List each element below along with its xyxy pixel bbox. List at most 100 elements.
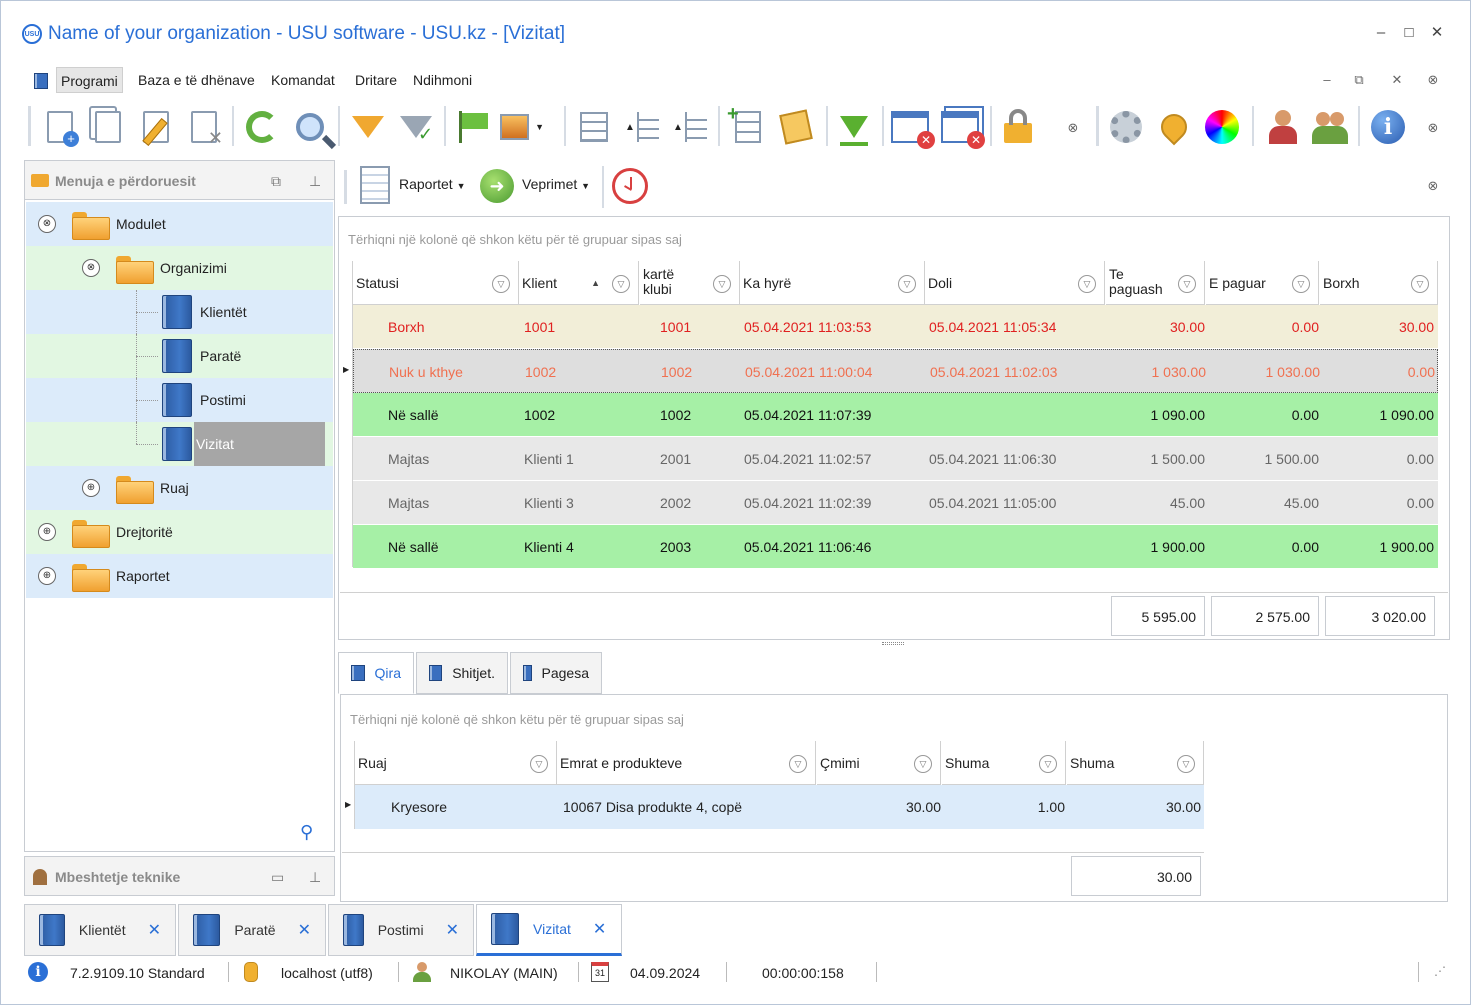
reports-icon[interactable] — [360, 166, 390, 204]
edit-document-icon[interactable] — [134, 104, 178, 150]
header-col-out[interactable]: Doli ▽ — [925, 261, 1105, 305]
actions-overflow-button[interactable]: ⊗ — [1427, 178, 1439, 193]
tree-node[interactable]: Paratë — [26, 334, 333, 378]
settings-icon[interactable] — [1104, 104, 1148, 150]
doc-tab-4[interactable]: Vizitat ✕ — [476, 904, 622, 956]
resize-grip[interactable]: ⋰ — [1434, 964, 1446, 978]
column-filter-icon[interactable]: ▽ — [914, 755, 932, 773]
column-filter-icon[interactable]: ▽ — [898, 275, 916, 293]
table-row[interactable]: Borxh 1001 1001 05.04.2021 11:03:53 05.04.20… — [353, 305, 1438, 349]
close-all-icon[interactable]: ✕ — [938, 104, 985, 150]
table-row[interactable]: Në sallë 1002 1002 05.04.2021 11:07:39 1 090… — [353, 393, 1438, 437]
column-filter-icon[interactable]: ▽ — [1039, 755, 1057, 773]
column-filter-icon[interactable]: ▽ — [1178, 275, 1196, 293]
tree-node[interactable]: Klientët — [26, 290, 333, 334]
close-tab-icon[interactable]: ✕ — [592, 921, 607, 938]
user-key-icon[interactable] — [1260, 104, 1304, 150]
panel2-pin-icon[interactable]: ⊥ — [309, 869, 322, 885]
header-col-paid[interactable]: E paguar ▽ — [1206, 261, 1319, 305]
column-filter-icon[interactable]: ▽ — [492, 275, 510, 293]
panel-restore-icon[interactable]: ⧉ — [271, 173, 281, 189]
tree-node[interactable]: ⊗ Modulet — [26, 202, 333, 246]
menu-overflow-button[interactable]: ⊗ — [1427, 72, 1439, 87]
tech-support-header[interactable]: Mbeshtetje teknike ▭ ⊥ — [24, 856, 335, 896]
tree-expand-icon[interactable]: ⊕ — [82, 479, 100, 497]
column-filter-icon[interactable]: ▽ — [530, 755, 548, 773]
splitter-handle[interactable] — [882, 642, 904, 645]
mdi-restore-button[interactable]: ⧉ — [1354, 72, 1364, 87]
filter-check-icon[interactable]: ✓ — [394, 104, 438, 150]
users-icon[interactable] — [1308, 104, 1352, 150]
tab-pagesa[interactable]: Pagesa — [510, 652, 602, 694]
column-filter-icon[interactable]: ▽ — [713, 275, 731, 293]
menu-baza[interactable]: Baza e të dhënave — [138, 72, 255, 88]
delete-document-icon[interactable]: ✕ — [182, 104, 226, 150]
header-col-in[interactable]: Ka hyrë ▽ — [740, 261, 925, 305]
panel2-minimize-icon[interactable]: ▭ — [271, 869, 285, 885]
header-col-status[interactable]: Statusi ▽ — [353, 261, 519, 305]
tree-expand-icon[interactable]: ⊗ — [38, 215, 56, 233]
tree-expand-icon[interactable]: ⊗ — [82, 259, 100, 277]
tree-node[interactable]: ⊗ Organizimi — [26, 246, 333, 290]
tree-expand-icon[interactable]: ⊕ — [38, 523, 56, 541]
mdi-minimize-button[interactable]: – — [1323, 72, 1331, 87]
tab-qira[interactable]: Qira — [338, 652, 414, 694]
tree-expand-icon[interactable]: ⊕ — [38, 567, 56, 585]
close-window-icon[interactable]: ✕ — [888, 104, 935, 150]
tree-node[interactable]: ⊕ Ruaj — [26, 466, 333, 510]
column-filter-icon[interactable]: ▽ — [1078, 275, 1096, 293]
add-row-icon[interactable]: + — [726, 103, 770, 150]
header-col-debt[interactable]: Borxh ▽ — [1320, 261, 1438, 305]
column-filter-icon[interactable]: ▽ — [1411, 275, 1429, 293]
reports-button[interactable]: Raportet ▼ — [399, 176, 466, 192]
close-tab-icon[interactable]: ✕ — [445, 922, 459, 939]
menu-komandat[interactable]: Komandat — [271, 72, 335, 88]
toolbar-overflow-button[interactable]: ⊗ — [1067, 120, 1079, 135]
image-icon[interactable]: ▼ — [500, 104, 544, 150]
tree-expand-icon[interactable] — [572, 104, 616, 150]
menu-ndihmoni[interactable]: Ndihmoni — [413, 72, 473, 88]
filter-icon[interactable] — [346, 104, 390, 150]
toolbar-overflow-button-2[interactable]: ⊗ — [1427, 120, 1439, 135]
tree-node[interactable]: ⊕ Raportet — [26, 554, 333, 598]
tree-search-icon[interactable]: ⚲ — [300, 822, 314, 842]
rent-grid-row[interactable]: Kryesore 10067 Disa produkte 4, copë 30.… — [355, 785, 1204, 829]
panel-pin-icon[interactable]: ⊥ — [309, 173, 322, 189]
doc-tab-2[interactable]: Paratë ✕ — [178, 904, 326, 956]
tab-shitjet[interactable]: Shitjet. — [416, 652, 508, 694]
lock-icon[interactable] — [996, 104, 1040, 150]
column-filter-icon[interactable]: ▽ — [1292, 275, 1310, 293]
table-row[interactable]: Në sallë Klienti 4 2003 05.04.2021 11:06:46… — [353, 525, 1438, 569]
operations-button[interactable]: Veprimet ▼ — [522, 176, 591, 192]
doc-tab-1[interactable]: Klientët ✕ — [24, 904, 176, 956]
tree-up-icon[interactable]: ▲ — [620, 104, 664, 150]
header-col-qty[interactable]: Shuma ▽ — [942, 741, 1066, 785]
header-col-client[interactable]: Klient ▲ ▽ — [519, 261, 639, 305]
header-col-sum[interactable]: Shuma ▽ — [1067, 741, 1204, 785]
header-col-card[interactable]: kartë klubi ▽ — [640, 261, 740, 305]
location-icon[interactable] — [1152, 104, 1196, 150]
header-col-product[interactable]: Emrat e produkteve ▽ — [557, 741, 816, 785]
notes-icon[interactable] — [774, 104, 818, 150]
mdi-close-button[interactable]: ✕ — [1391, 72, 1403, 87]
copy-document-icon[interactable] — [86, 104, 130, 150]
flag-icon[interactable] — [452, 104, 496, 150]
column-filter-icon[interactable]: ▽ — [1177, 755, 1195, 773]
clock-icon[interactable] — [612, 168, 648, 204]
tree-node[interactable]: ⊕ Drejtoritë — [26, 510, 333, 554]
header-col-store[interactable]: Ruaj ▽ — [355, 741, 557, 785]
color-wheel-icon[interactable] — [1200, 104, 1244, 150]
operations-arrow-icon[interactable]: ➜ — [480, 169, 514, 203]
doc-tab-3[interactable]: Postimi ✕ — [328, 904, 474, 956]
tree-node[interactable]: Vizitat — [26, 422, 333, 466]
close-tab-icon[interactable]: ✕ — [147, 922, 161, 939]
refresh-icon[interactable] — [240, 104, 284, 150]
maximize-button[interactable]: □ — [1404, 24, 1414, 41]
menu-programi[interactable]: Programi — [56, 67, 123, 93]
column-filter-icon[interactable]: ▽ — [612, 275, 630, 293]
info-icon[interactable]: i — [1366, 104, 1410, 150]
header-col-to-pay[interactable]: Te paguash ▽ — [1106, 261, 1205, 305]
close-tab-icon[interactable]: ✕ — [297, 922, 311, 939]
table-row[interactable]: Majtas Klienti 3 2002 05.04.2021 11:02:39 05… — [353, 481, 1438, 525]
add-document-icon[interactable]: + — [38, 104, 82, 150]
